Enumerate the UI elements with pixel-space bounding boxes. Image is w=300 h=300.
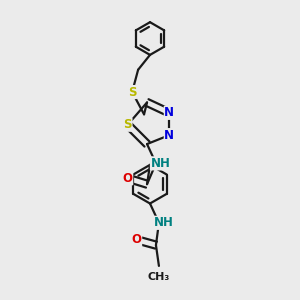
Text: O: O <box>132 233 142 246</box>
Text: S: S <box>128 85 136 98</box>
Text: NH: NH <box>153 216 173 229</box>
Text: N: N <box>164 129 174 142</box>
Text: CH₃: CH₃ <box>148 272 170 282</box>
Text: S: S <box>124 118 132 131</box>
Text: N: N <box>164 106 174 119</box>
Text: NH: NH <box>151 157 170 170</box>
Text: O: O <box>123 172 133 185</box>
